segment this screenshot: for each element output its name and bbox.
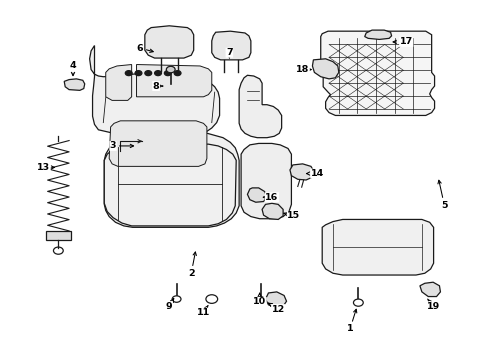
Polygon shape	[262, 203, 283, 220]
Polygon shape	[290, 164, 315, 180]
Circle shape	[172, 296, 181, 302]
Polygon shape	[90, 45, 239, 227]
Circle shape	[166, 66, 175, 73]
Text: 19: 19	[426, 299, 440, 311]
Circle shape	[174, 71, 181, 76]
Circle shape	[353, 299, 363, 306]
Circle shape	[145, 71, 152, 76]
Text: 13: 13	[37, 163, 54, 172]
Text: 9: 9	[166, 298, 174, 311]
Circle shape	[164, 71, 171, 76]
Polygon shape	[64, 79, 85, 90]
Polygon shape	[104, 144, 236, 226]
Text: 5: 5	[438, 180, 447, 210]
Polygon shape	[109, 121, 207, 166]
Text: 16: 16	[263, 193, 278, 202]
Text: 11: 11	[197, 305, 210, 317]
Text: 7: 7	[226, 48, 233, 58]
Polygon shape	[212, 31, 251, 60]
Text: 6: 6	[137, 44, 153, 53]
Text: 18: 18	[296, 65, 311, 74]
Text: 12: 12	[269, 303, 285, 314]
Polygon shape	[137, 64, 212, 97]
Text: 3: 3	[110, 141, 134, 150]
Text: 14: 14	[307, 169, 324, 178]
Polygon shape	[322, 220, 434, 275]
Polygon shape	[313, 59, 339, 79]
Polygon shape	[106, 64, 132, 100]
Polygon shape	[247, 188, 267, 202]
Polygon shape	[321, 31, 435, 116]
Circle shape	[155, 71, 161, 76]
Polygon shape	[145, 26, 194, 58]
Text: 15: 15	[284, 211, 300, 220]
Text: 8: 8	[153, 82, 163, 91]
Polygon shape	[365, 30, 392, 40]
Circle shape	[125, 71, 132, 76]
Polygon shape	[266, 292, 287, 307]
Polygon shape	[239, 75, 282, 138]
Text: 10: 10	[253, 293, 266, 306]
Text: 1: 1	[347, 309, 357, 333]
Polygon shape	[241, 143, 292, 219]
Circle shape	[135, 71, 142, 76]
Polygon shape	[46, 231, 71, 240]
Text: 17: 17	[393, 37, 413, 46]
Polygon shape	[420, 282, 441, 297]
Circle shape	[257, 297, 264, 302]
Text: 2: 2	[188, 252, 196, 278]
Text: 4: 4	[70, 61, 76, 76]
